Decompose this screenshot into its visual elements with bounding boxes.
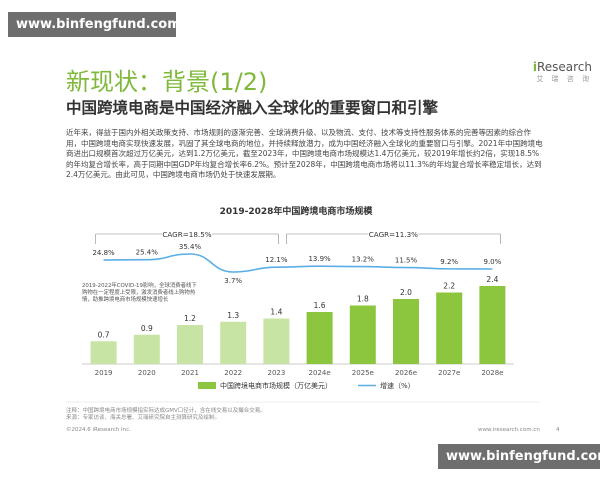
bar-value-label: 2.0 xyxy=(400,288,412,297)
notes-block: 注释：中国跨境电商市场规模指实际达成GMV口径计，含在线交易以及撮合交易。 来源… xyxy=(66,408,536,422)
footer-copyright: ©2024.6 iResearch Inc. xyxy=(66,427,131,433)
watermark-top: www.binfengfund.com xyxy=(8,12,181,37)
bar-2024e xyxy=(306,312,333,364)
x-tick-label: 2023 xyxy=(267,369,285,377)
legend-bar-swatch xyxy=(198,382,216,389)
watermark-bottom: www.binfengfund.com xyxy=(438,444,600,469)
x-tick-label: 2025e xyxy=(352,369,374,377)
x-tick-label: 2019 xyxy=(95,369,113,377)
covid-annotation: 2019-2022年COVID-19影响，全球消费者线下购物在一定程度上受限，激… xyxy=(82,283,197,303)
cagr-2019-2023-label: CAGR=18.5% xyxy=(162,230,211,239)
iresearch-logo: iResearch 艾 瑞 咨 询 xyxy=(512,60,592,84)
x-tick-label: 2028e xyxy=(481,369,503,377)
growth-label: 3.7% xyxy=(224,277,242,285)
growth-rate-line xyxy=(103,253,493,273)
x-tick-label: 2021 xyxy=(181,369,199,377)
legend-line-label: 增速（%） xyxy=(380,381,415,390)
bar-value-label: 1.2 xyxy=(184,314,196,323)
slide-title: 新现状：背景(1/2) xyxy=(66,68,268,96)
bar-value-label: 1.6 xyxy=(314,301,326,310)
logo-brand: iResearch xyxy=(512,60,592,74)
bar-2019 xyxy=(90,341,117,364)
growth-label: 9.0% xyxy=(484,258,502,266)
intro-paragraph: 近年来，得益于国内外相关政策支持、市场规则的逐渐完善、全球消费升级、以及物流、支… xyxy=(66,128,543,179)
growth-label: 11.5% xyxy=(395,257,418,265)
x-tick-label: 2022 xyxy=(224,369,242,377)
note-text: 注释：中国跨境电商市场规模指实际达成GMV口径计，含在线交易以及撮合交易。 xyxy=(66,408,266,414)
bar-value-label: 0.7 xyxy=(98,330,110,339)
growth-label: 35.4% xyxy=(179,243,202,251)
growth-label: 25.4% xyxy=(136,249,159,257)
bar-value-label: 1.8 xyxy=(357,295,369,304)
logo-cn: 艾 瑞 咨 询 xyxy=(536,75,592,83)
cagr-2023-2028-label-bg xyxy=(368,229,419,239)
bar-value-label: 2.2 xyxy=(443,282,455,291)
bar-value-label: 0.9 xyxy=(141,324,153,333)
footer-url: www.iresearch.com.cn xyxy=(478,427,540,433)
x-tick-label: 2020 xyxy=(138,369,156,377)
x-tick-label: 2026e xyxy=(395,369,417,377)
bar-2027e xyxy=(436,292,463,364)
growth-label: 13.9% xyxy=(308,255,331,263)
bar-value-label: 1.4 xyxy=(270,308,282,317)
cagr-2023-2028-label: CAGR=11.3% xyxy=(369,230,418,239)
bar-2028e xyxy=(479,286,506,364)
chart-title: 2019-2028年中国跨境电商市场规模 xyxy=(219,207,373,217)
bar-value-label: 2.4 xyxy=(486,275,498,284)
bar-2022 xyxy=(220,321,247,364)
bar-2023 xyxy=(263,318,290,364)
bar-value-label: 1.3 xyxy=(227,311,239,320)
logo-brand-rest: Research xyxy=(536,60,592,74)
growth-label: 24.8% xyxy=(92,249,115,257)
page-number: 4 xyxy=(556,427,560,433)
bar-2026e xyxy=(393,299,419,364)
bar-2021 xyxy=(177,325,203,364)
legend-bar-label: 中国跨境电商市场规模（万亿美元） xyxy=(220,381,332,390)
growth-label: 12.1% xyxy=(265,256,288,264)
growth-label: 9.2% xyxy=(440,258,458,266)
logo-brand-prefix: i xyxy=(532,60,537,74)
bar-2020 xyxy=(133,334,160,364)
slide-subtitle: 中国跨境电商是中国经济融入全球化的重要窗口和引擎 xyxy=(66,99,439,117)
source-text: 来源：专家访谈、海关总署、艾瑞研究院自主测算研究及绘制。 xyxy=(66,415,221,421)
cagr-2019-2023-label-bg xyxy=(162,229,212,239)
growth-label: 13.2% xyxy=(352,256,375,264)
bar-2025e xyxy=(349,305,376,364)
x-tick-label: 2027e xyxy=(438,369,460,377)
x-tick-label: 2024e xyxy=(309,369,331,377)
